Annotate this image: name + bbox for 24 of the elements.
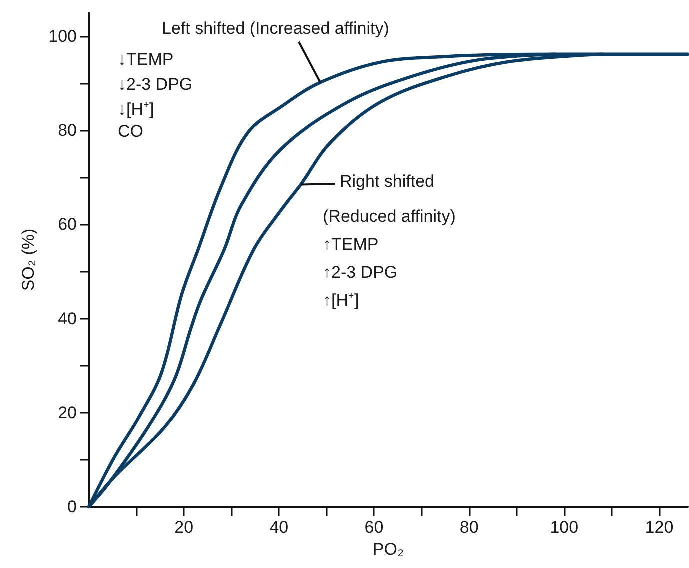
x-tick-label: 40 xyxy=(270,518,289,537)
x-tick-label: 120 xyxy=(645,518,674,537)
annotation: ↑[H⁺] xyxy=(323,291,360,311)
y-tick-label: 40 xyxy=(58,309,77,328)
y-tick-label: 100 xyxy=(48,27,77,46)
x-tick-label: 80 xyxy=(460,518,479,537)
x-tick-label: 60 xyxy=(364,518,384,537)
x-axis-title: PO₂ xyxy=(372,540,404,559)
annotation: (Reduced affinity) xyxy=(323,207,456,227)
annotation: ↓2-3 DPG xyxy=(118,75,193,95)
y-tick-label: 0 xyxy=(68,498,77,516)
annotation: Right shifted xyxy=(340,172,434,192)
y-tick-label: 80 xyxy=(58,121,77,140)
annotation: CO xyxy=(118,122,144,142)
annotation: ↑TEMP xyxy=(323,235,379,255)
annotation: Left shifted (Increased affinity) xyxy=(162,19,390,39)
y-tick-label: 60 xyxy=(58,215,77,234)
x-tick-label: 100 xyxy=(550,518,579,537)
y-axis-title: SO₂ (%) xyxy=(19,228,38,292)
annotation: ↑2-3 DPG xyxy=(323,263,398,283)
x-tick-label: 20 xyxy=(174,518,194,537)
annotation: ↓[H⁺] xyxy=(118,100,154,120)
annotation: ↓TEMP xyxy=(118,50,174,70)
y-tick-label: 20 xyxy=(58,403,77,422)
